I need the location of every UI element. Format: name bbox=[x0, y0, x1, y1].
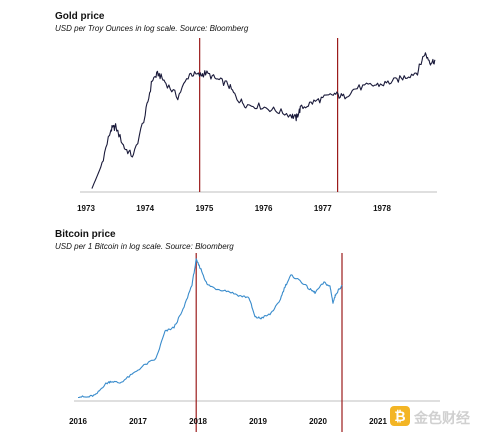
bitcoin-chart-title: Bitcoin price bbox=[55, 229, 116, 240]
bitcoin-tick-label-2019: 2019 bbox=[249, 417, 267, 426]
bitcoin-price-line bbox=[78, 258, 343, 399]
bitcoin-tick-label-2017: 2017 bbox=[129, 417, 147, 426]
bitcoin-tick-label-2018: 2018 bbox=[189, 417, 207, 426]
gold-tick-label-1978: 1978 bbox=[373, 204, 391, 213]
gold-chart-title: Gold price bbox=[55, 11, 105, 22]
watermark-logo: ₿ 金色财经 bbox=[390, 405, 480, 429]
gold-price-line bbox=[91, 52, 436, 189]
gold-tick-label-1973: 1973 bbox=[77, 204, 95, 213]
bitcoin-chart-subtitle: USD per 1 Bitcoin in log scale. Source: … bbox=[55, 242, 234, 251]
bitcoin-tick-label-2021: 2021 bbox=[369, 417, 387, 426]
bitcoin-badge-icon: ₿ bbox=[390, 406, 410, 426]
bitcoin-tick-label-2020: 2020 bbox=[309, 417, 327, 426]
bitcoin-tick-label-2016: 2016 bbox=[69, 417, 87, 426]
gold-tick-label-1974: 1974 bbox=[136, 204, 154, 213]
gold-tick-label-1977: 1977 bbox=[314, 204, 332, 213]
gold-chart-subtitle: USD per Troy Ounces in log scale. Source… bbox=[55, 24, 249, 33]
gold-tick-label-1975: 1975 bbox=[196, 204, 214, 213]
watermark-text: 金色财经 bbox=[414, 411, 470, 427]
gold-tick-label-1976: 1976 bbox=[255, 204, 273, 213]
